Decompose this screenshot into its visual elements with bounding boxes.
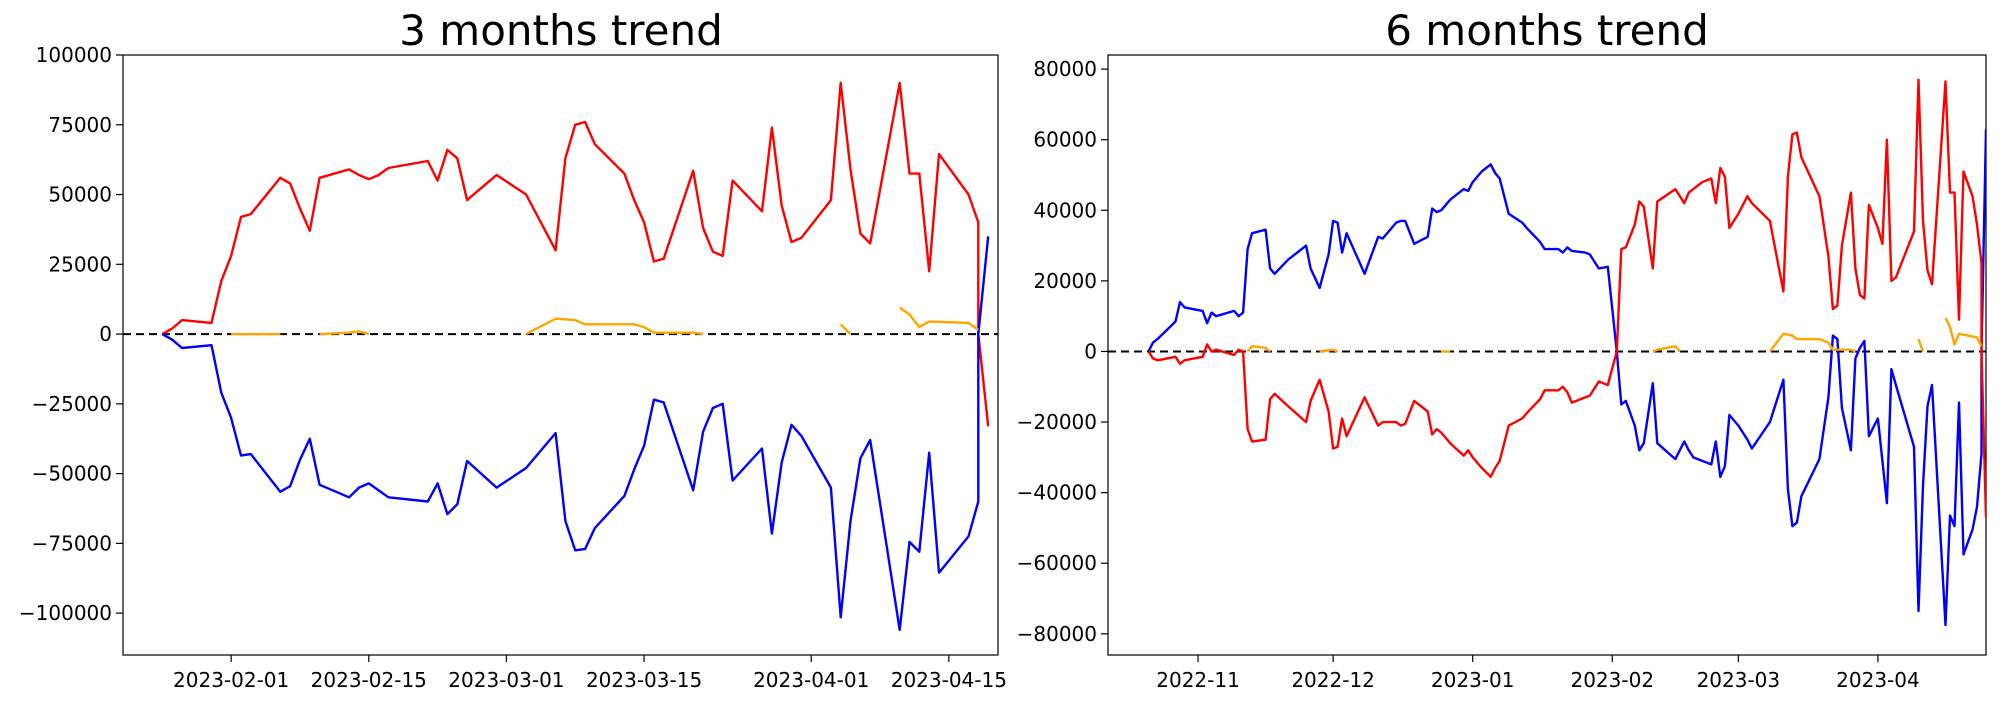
y-tick-label: 0 [1084,339,1097,363]
y-tick-label: −40000 [1017,481,1097,505]
x-tick-label: 2023-02-15 [311,668,427,692]
x-tick-label: 2023-04-01 [753,668,869,692]
series-line-2 [1944,317,1983,347]
y-tick-label: 80000 [1033,57,1097,81]
series-line-2 [319,330,370,336]
y-tick-label: 100000 [36,43,112,67]
series-line-2 [1246,345,1271,353]
x-tick-label: 2022-12 [1291,668,1375,692]
x-tick-label: 2023-02 [1570,668,1654,692]
y-tick-label: 75000 [48,113,112,137]
x-tick-label: 2023-04 [1836,668,1920,692]
series-line-2 [1319,348,1339,353]
series-line-2 [1652,345,1681,353]
series-line-2 [839,323,852,335]
x-tick-label: 2023-04-15 [891,668,1007,692]
series-line-2 [899,306,979,331]
series-line-0 [161,81,990,427]
x-tick-label: 2023-03 [1697,668,1781,692]
series-line-2 [1768,332,1856,353]
y-tick-label: 0 [99,322,112,346]
series-line-1 [1147,78,1986,518]
x-tick-label: 2023-01 [1431,668,1515,692]
x-tick-label: 2023-03-15 [586,668,702,692]
y-tick-label: −20000 [1017,410,1097,434]
y-tick-label: −100000 [19,601,112,625]
y-tick-label: −75000 [32,531,112,555]
y-tick-label: −80000 [1017,622,1097,646]
series-line-2 [525,317,704,336]
y-tick-label: 50000 [48,183,112,207]
plot-area [1108,78,1986,627]
x-tick-label: 2023-02-01 [173,668,289,692]
chart-6-months: 6 months trend 80000 60000 40000 20000 0 −200… [1017,6,1987,692]
y-tick-label: −25000 [32,392,112,416]
y-tick-label: 20000 [1033,269,1097,293]
chart-3-months: 3 months trend 100000 75000 50000 25000 0 −25… [19,6,1007,692]
y-tick-label: 60000 [1033,128,1097,152]
y-tick-label: −60000 [1017,551,1097,575]
y-tick-label: 25000 [48,252,112,276]
plot-area [123,81,998,632]
series-line-0 [1147,129,1986,627]
plot-frame [1107,54,1987,656]
series-line-1 [161,236,990,632]
y-tick-label: −50000 [32,462,112,486]
x-tick-label: 2022-11 [1156,668,1240,692]
y-tick-label: 40000 [1033,198,1097,222]
chart-title: 6 months trend [1385,6,1709,55]
plot-frame [122,54,999,656]
x-tick-label: 2023-03-01 [448,668,564,692]
series-line-2 [1917,338,1925,352]
chart-title: 3 months trend [399,6,723,55]
